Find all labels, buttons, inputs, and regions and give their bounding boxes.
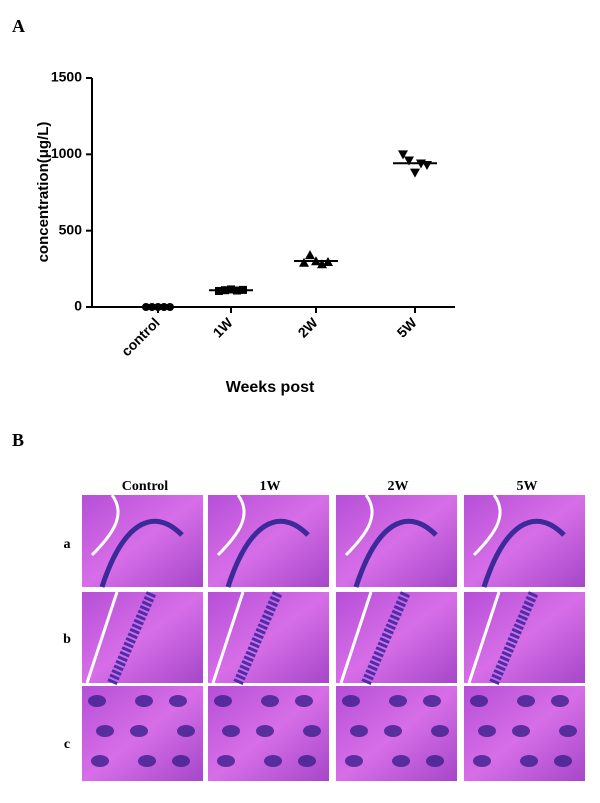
cell [512, 725, 530, 737]
cell [478, 725, 496, 737]
histology-image [464, 592, 585, 683]
x-tick-label: 2W [295, 314, 322, 341]
point [410, 168, 420, 178]
tissue-gap [467, 591, 501, 684]
cell [172, 755, 190, 767]
point [317, 259, 327, 269]
row-label: b [63, 632, 71, 647]
y-axis-title: concentration(μg/L) [35, 122, 52, 263]
y-tick-label: 0 [74, 298, 82, 314]
tissue-band [353, 518, 438, 588]
histology-image [82, 592, 203, 683]
cell [473, 755, 491, 767]
histology-image [208, 592, 329, 683]
cell [298, 755, 316, 767]
x-tick-label: 1W [210, 314, 237, 341]
histology-grid: Control 1W 2W 5W a b c [63, 479, 585, 781]
tissue-gap [344, 494, 374, 557]
y-tick-label: 500 [59, 221, 83, 237]
tissue-band [489, 589, 539, 686]
tissue-gap [90, 494, 120, 557]
cell [261, 695, 279, 707]
tissue-band [361, 589, 411, 686]
cell [135, 695, 153, 707]
tissue-gap [339, 591, 373, 684]
cell [345, 755, 363, 767]
cell [520, 755, 538, 767]
cell [423, 695, 441, 707]
x-tick-label: control [118, 314, 163, 359]
cell [431, 725, 449, 737]
x-axis-title: Weeks post [226, 379, 315, 396]
cell [350, 725, 368, 737]
cell [517, 695, 535, 707]
cell [470, 695, 488, 707]
cell [384, 725, 402, 737]
cell [264, 755, 282, 767]
point [299, 257, 309, 267]
point [305, 250, 315, 260]
cell [303, 725, 321, 737]
tissue-gap [85, 591, 119, 684]
y-tick-label: 1000 [51, 145, 82, 161]
cell [169, 695, 187, 707]
cell [177, 725, 195, 737]
row-label: c [64, 737, 70, 752]
column-header: 1W [260, 479, 281, 494]
tissue-band [481, 518, 566, 588]
column-header: 5W [517, 479, 538, 494]
cell [389, 695, 407, 707]
y-tick-label: 1500 [51, 69, 82, 85]
cell [295, 695, 313, 707]
cell [554, 755, 572, 767]
cell [342, 695, 360, 707]
cell [96, 725, 114, 737]
histology-image [464, 495, 585, 587]
panel-label: A [12, 16, 25, 36]
cell [559, 725, 577, 737]
tissue-band [225, 518, 310, 588]
tissue-gap [211, 591, 245, 684]
cell [256, 725, 274, 737]
cell [217, 755, 235, 767]
cell [426, 755, 444, 767]
cell [551, 695, 569, 707]
cell [222, 725, 240, 737]
column-header: Control [122, 479, 169, 494]
point [404, 156, 414, 166]
tissue-band [99, 518, 184, 588]
tissue-band [233, 589, 283, 686]
cell [392, 755, 410, 767]
point [398, 150, 408, 160]
cell [88, 695, 106, 707]
cell [214, 695, 232, 707]
tissue-gap [472, 494, 502, 557]
histology-image [336, 592, 457, 683]
panel-label: B [12, 430, 24, 450]
histology-image [82, 495, 203, 587]
histology-image [336, 495, 457, 587]
cell [138, 755, 156, 767]
tissue-band [107, 589, 157, 686]
row-label: a [64, 537, 71, 552]
cell [130, 725, 148, 737]
cell [91, 755, 109, 767]
x-tick-label: 5W [394, 314, 421, 341]
histology-image [208, 495, 329, 587]
column-header: 2W [388, 479, 409, 494]
tissue-gap [216, 494, 246, 557]
